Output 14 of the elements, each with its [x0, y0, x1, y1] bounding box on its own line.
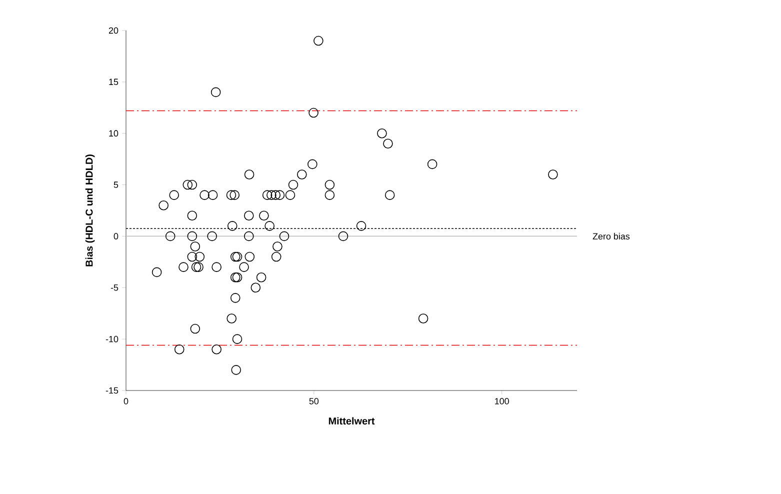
- x-axis-title: Mittelwert: [328, 417, 375, 425]
- y-axis-title: Bias (HDL-C und HDLD): [85, 154, 95, 266]
- y-tick-label: -15: [106, 387, 118, 394]
- y-tick-label: -5: [110, 284, 118, 291]
- y-tick-label: 20: [108, 27, 118, 34]
- ref-line-label: Zero bias: [592, 232, 630, 240]
- x-tick-label: 0: [124, 398, 128, 404]
- x-tick-label: 50: [309, 398, 319, 404]
- x-tick-label: 100: [495, 398, 509, 404]
- y-tick-label: 15: [109, 78, 118, 86]
- y-tick-label: 0: [114, 233, 118, 240]
- y-tick-label: 10: [109, 130, 118, 137]
- y-tick-label: 5: [114, 182, 118, 188]
- y-tick-label: -10: [106, 336, 118, 342]
